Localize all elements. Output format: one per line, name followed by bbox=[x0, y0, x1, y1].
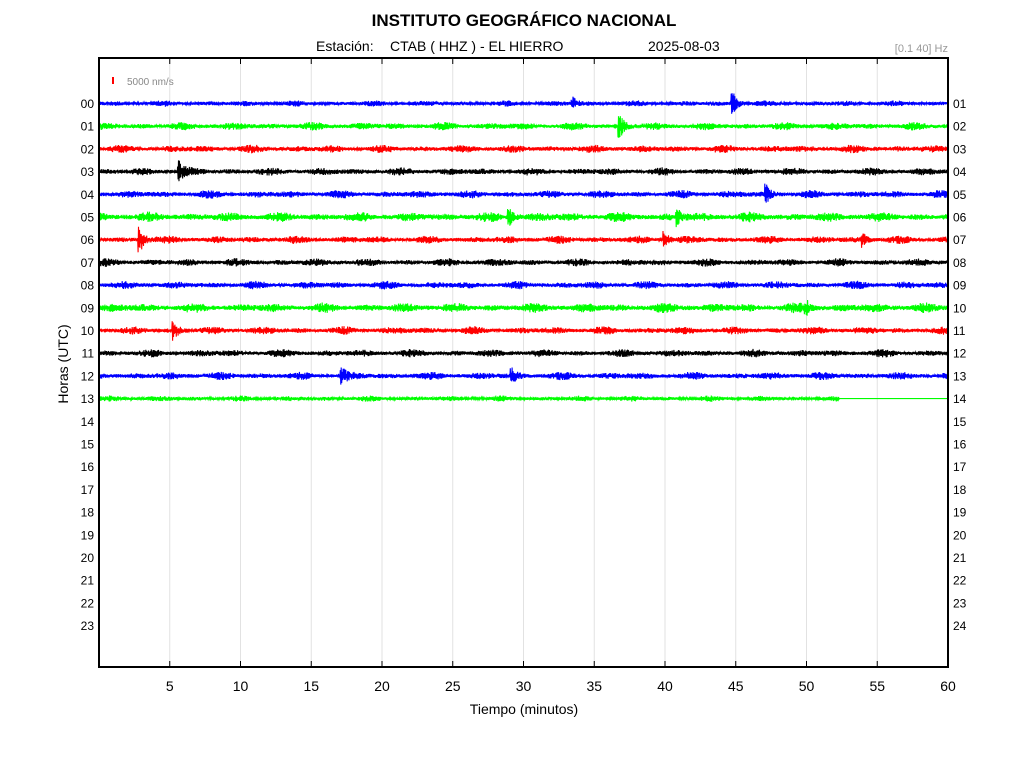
x-tick-label: 55 bbox=[869, 678, 885, 694]
right-hour-label: 07 bbox=[953, 233, 967, 247]
right-hour-label: 20 bbox=[953, 528, 967, 542]
right-hour-label: 12 bbox=[953, 347, 967, 361]
trace-hour-11 bbox=[98, 348, 949, 358]
x-tick-label: 35 bbox=[586, 678, 602, 694]
left-hour-label: 23 bbox=[81, 619, 95, 633]
trace-hour-5 bbox=[98, 208, 949, 228]
right-hour-label: 02 bbox=[953, 120, 967, 134]
trace-hour-8 bbox=[98, 280, 949, 290]
left-hour-label: 03 bbox=[81, 165, 95, 179]
right-hour-label: 23 bbox=[953, 596, 967, 610]
x-tick-label: 45 bbox=[728, 678, 744, 694]
x-tick-label: 30 bbox=[516, 678, 532, 694]
right-hour-label: 08 bbox=[953, 256, 967, 270]
x-axis-ticks: 5 10 15 20 25 30 35 40 45 50 55 60 bbox=[166, 58, 956, 694]
trace-hour-9 bbox=[98, 299, 949, 316]
trace-hour-4 bbox=[98, 183, 949, 203]
scale-label: 5000 nm/s bbox=[127, 77, 174, 88]
x-tick-label: 60 bbox=[940, 678, 956, 694]
x-tick-label: 10 bbox=[233, 678, 249, 694]
right-hour-label: 03 bbox=[953, 142, 967, 156]
vertical-grid bbox=[169, 59, 878, 666]
trace-hour-1 bbox=[98, 116, 949, 138]
left-hour-label: 17 bbox=[81, 483, 95, 497]
x-tick-label: 5 bbox=[166, 678, 174, 694]
left-hour-label: 21 bbox=[81, 574, 95, 588]
left-hour-label: 06 bbox=[81, 233, 95, 247]
right-hour-label: 06 bbox=[953, 211, 967, 225]
left-hour-label: 13 bbox=[81, 392, 95, 406]
right-hour-label: 09 bbox=[953, 279, 967, 293]
left-hour-label: 04 bbox=[81, 188, 95, 202]
left-hour-label: 07 bbox=[81, 256, 95, 270]
left-hour-label: 15 bbox=[81, 438, 95, 452]
station-name: CTAB ( HHZ ) - EL HIERRO bbox=[390, 38, 564, 54]
left-hour-label: 14 bbox=[81, 415, 95, 429]
trace-hour-0 bbox=[98, 93, 949, 114]
right-hour-label: 05 bbox=[953, 188, 967, 202]
right-hour-label: 13 bbox=[953, 369, 967, 383]
left-hour-label: 02 bbox=[81, 142, 95, 156]
left-hour-label: 01 bbox=[81, 120, 95, 134]
right-hour-label: 14 bbox=[953, 392, 967, 406]
chart-title: INSTITUTO GEOGRÁFICO NACIONAL bbox=[372, 11, 677, 30]
right-hour-label: 18 bbox=[953, 483, 967, 497]
x-tick-label: 50 bbox=[799, 678, 815, 694]
trace-hour-13 bbox=[98, 395, 948, 402]
left-hour-label: 00 bbox=[81, 97, 95, 111]
right-hour-label: 21 bbox=[953, 551, 967, 565]
trace-hour-6 bbox=[98, 226, 949, 253]
seismic-traces bbox=[98, 93, 949, 402]
left-hour-label: 19 bbox=[81, 528, 95, 542]
trace-hour-3 bbox=[98, 160, 949, 182]
left-hour-label: 20 bbox=[81, 551, 95, 565]
right-hour-label: 24 bbox=[953, 619, 967, 633]
trace-hour-2 bbox=[98, 144, 949, 154]
right-hour-labels: 01 02 03 04 05 06 07 08 09 10 11 12 13 14 15 16 17 18 19 20… bbox=[953, 97, 967, 633]
left-hour-label: 05 bbox=[81, 211, 95, 225]
right-hour-label: 04 bbox=[953, 165, 967, 179]
left-hour-label: 18 bbox=[81, 506, 95, 520]
right-hour-label: 01 bbox=[953, 97, 967, 111]
scale-bar bbox=[112, 77, 114, 84]
left-hour-label: 08 bbox=[81, 279, 95, 293]
filter-band: [0.1 40] Hz bbox=[895, 43, 948, 55]
right-hour-label: 11 bbox=[953, 324, 966, 338]
x-axis-label: Tiempo (minutos) bbox=[470, 701, 578, 717]
left-hour-label: 12 bbox=[81, 369, 95, 383]
left-hour-label: 10 bbox=[81, 324, 95, 338]
left-hour-labels: 00 01 02 03 04 05 06 07 08 09 10 11 12 13 14 15 16 17 18 19… bbox=[81, 97, 95, 633]
right-hour-label: 10 bbox=[953, 301, 967, 315]
right-hour-label: 22 bbox=[953, 574, 967, 588]
y-axis-label: Horas (UTC) bbox=[55, 324, 71, 403]
left-hour-label: 09 bbox=[81, 301, 95, 315]
right-hour-label: 19 bbox=[953, 506, 967, 520]
left-hour-label: 11 bbox=[82, 347, 95, 361]
trace-hour-10 bbox=[98, 321, 949, 341]
right-hour-label: 16 bbox=[953, 438, 967, 452]
right-hour-label: 17 bbox=[953, 460, 967, 474]
left-hour-label: 22 bbox=[81, 596, 95, 610]
x-tick-label: 40 bbox=[657, 678, 673, 694]
x-tick-label: 20 bbox=[374, 678, 390, 694]
x-tick-label: 25 bbox=[445, 678, 461, 694]
station-label: Estación: bbox=[316, 38, 374, 54]
trace-hour-12 bbox=[98, 367, 949, 385]
chart-date: 2025-08-03 bbox=[648, 38, 720, 54]
left-hour-label: 16 bbox=[81, 460, 95, 474]
trace-hour-7 bbox=[98, 258, 949, 267]
x-tick-label: 15 bbox=[303, 678, 319, 694]
right-hour-label: 15 bbox=[953, 415, 967, 429]
